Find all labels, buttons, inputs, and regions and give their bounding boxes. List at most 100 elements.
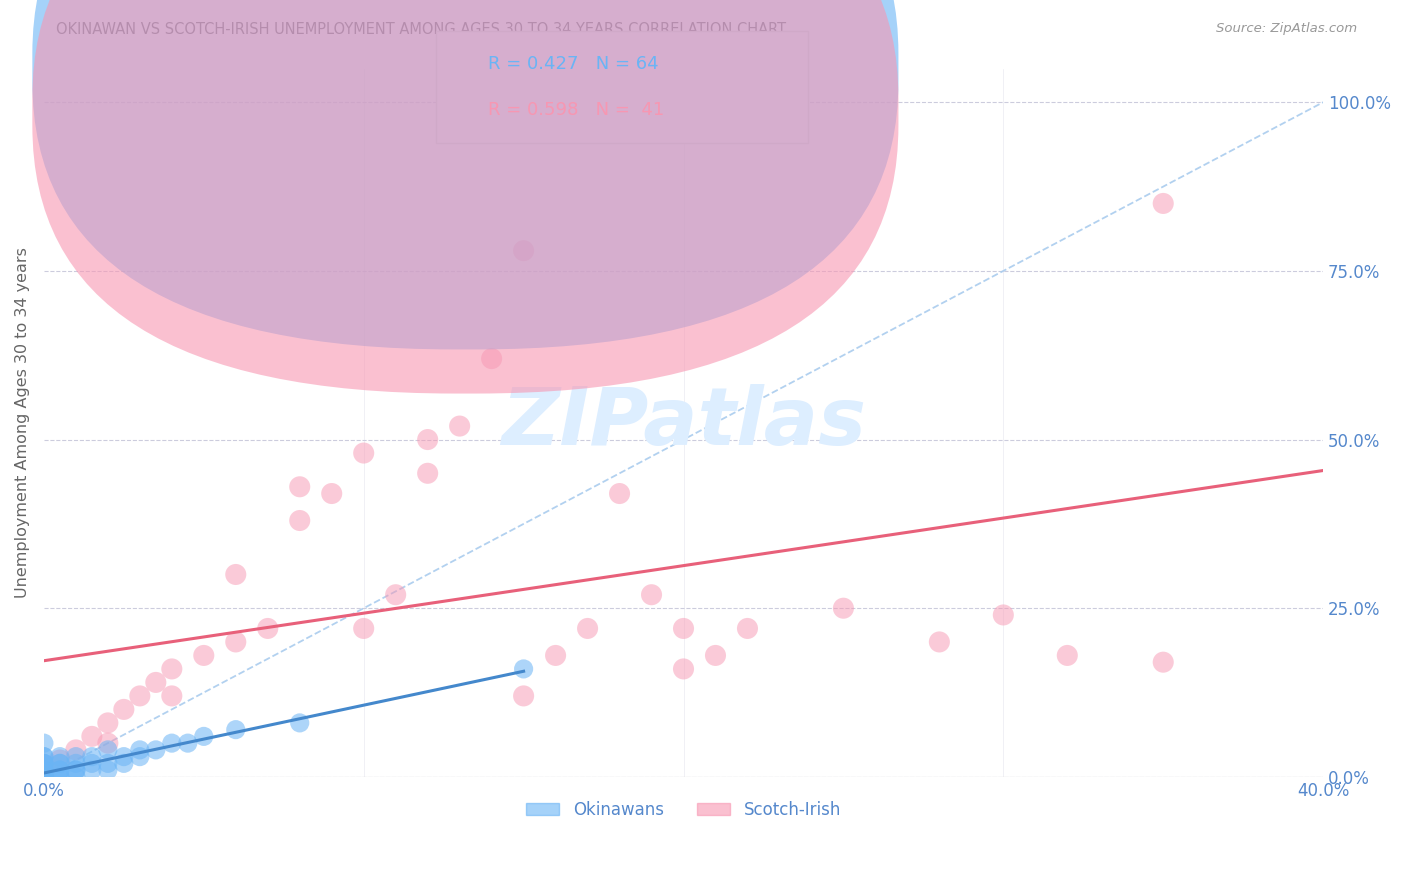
Okinawans	[97, 763, 120, 777]
Scotch-Irish	[384, 588, 406, 602]
Text: R = 0.598   N =  41: R = 0.598 N = 41	[488, 101, 664, 119]
Okinawans	[49, 763, 72, 777]
Okinawans	[32, 770, 55, 784]
Okinawans	[32, 770, 55, 784]
Okinawans	[32, 770, 55, 784]
Text: R = 0.427   N = 64: R = 0.427 N = 64	[488, 55, 658, 73]
Scotch-Irish	[1056, 648, 1078, 663]
Okinawans	[32, 770, 55, 784]
Scotch-Irish	[416, 433, 439, 447]
Scotch-Irish	[449, 419, 471, 434]
Scotch-Irish	[640, 588, 662, 602]
Okinawans	[32, 756, 55, 771]
Okinawans	[32, 770, 55, 784]
Okinawans	[32, 763, 55, 777]
Okinawans	[97, 743, 120, 757]
Okinawans	[193, 730, 215, 744]
Scotch-Irish	[97, 736, 120, 750]
Okinawans	[80, 756, 103, 771]
Okinawans	[32, 763, 55, 777]
Scotch-Irish	[353, 622, 375, 636]
Scotch-Irish	[512, 244, 534, 258]
Scotch-Irish	[832, 601, 855, 615]
Scotch-Irish	[160, 689, 183, 703]
Scotch-Irish	[65, 743, 87, 757]
Okinawans	[97, 756, 120, 771]
Okinawans	[32, 770, 55, 784]
Okinawans	[32, 736, 55, 750]
Okinawans	[112, 756, 135, 771]
Okinawans	[32, 763, 55, 777]
Scotch-Irish	[609, 486, 631, 500]
Scotch-Irish	[225, 635, 247, 649]
Okinawans	[32, 770, 55, 784]
Okinawans	[32, 770, 55, 784]
Scotch-Irish	[225, 567, 247, 582]
Okinawans	[32, 770, 55, 784]
Scotch-Irish	[512, 689, 534, 703]
Scotch-Irish	[32, 770, 55, 784]
Okinawans	[80, 749, 103, 764]
Scotch-Irish	[993, 607, 1015, 622]
Okinawans	[32, 756, 55, 771]
Scotch-Irish	[576, 622, 599, 636]
Okinawans	[49, 770, 72, 784]
Scotch-Irish	[1152, 196, 1174, 211]
Okinawans	[32, 763, 55, 777]
Scotch-Irish	[321, 486, 343, 500]
Y-axis label: Unemployment Among Ages 30 to 34 years: Unemployment Among Ages 30 to 34 years	[15, 247, 30, 599]
Okinawans	[49, 770, 72, 784]
Okinawans	[32, 770, 55, 784]
Okinawans	[32, 770, 55, 784]
Scotch-Irish	[1152, 655, 1174, 669]
Okinawans	[512, 662, 534, 676]
Scotch-Irish	[544, 648, 567, 663]
Text: Source: ZipAtlas.com: Source: ZipAtlas.com	[1216, 22, 1357, 36]
Scotch-Irish	[704, 648, 727, 663]
Okinawans	[32, 749, 55, 764]
Okinawans	[32, 770, 55, 784]
Okinawans	[49, 756, 72, 771]
Okinawans	[32, 770, 55, 784]
Okinawans	[49, 756, 72, 771]
Okinawans	[32, 770, 55, 784]
Scotch-Irish	[416, 467, 439, 481]
Scotch-Irish	[672, 662, 695, 676]
Scotch-Irish	[928, 635, 950, 649]
Scotch-Irish	[80, 730, 103, 744]
Okinawans	[32, 770, 55, 784]
Okinawans	[32, 749, 55, 764]
Scotch-Irish	[145, 675, 167, 690]
Okinawans	[49, 749, 72, 764]
Okinawans	[49, 763, 72, 777]
Okinawans	[112, 749, 135, 764]
Scotch-Irish	[481, 351, 503, 366]
Okinawans	[65, 756, 87, 771]
Okinawans	[65, 770, 87, 784]
Scotch-Irish	[288, 480, 311, 494]
Okinawans	[32, 770, 55, 784]
Text: ZIPatlas: ZIPatlas	[501, 384, 866, 462]
Text: OKINAWAN VS SCOTCH-IRISH UNEMPLOYMENT AMONG AGES 30 TO 34 YEARS CORRELATION CHAR: OKINAWAN VS SCOTCH-IRISH UNEMPLOYMENT AM…	[56, 22, 786, 37]
Scotch-Irish	[128, 689, 150, 703]
Okinawans	[145, 743, 167, 757]
Okinawans	[65, 763, 87, 777]
Okinawans	[32, 770, 55, 784]
Okinawans	[32, 770, 55, 784]
Okinawans	[225, 723, 247, 737]
Okinawans	[32, 770, 55, 784]
Okinawans	[32, 770, 55, 784]
Scotch-Irish	[97, 715, 120, 730]
Okinawans	[128, 749, 150, 764]
Okinawans	[288, 715, 311, 730]
Scotch-Irish	[256, 622, 278, 636]
Scotch-Irish	[49, 753, 72, 767]
Okinawans	[177, 736, 200, 750]
Okinawans	[32, 770, 55, 784]
Scotch-Irish	[193, 648, 215, 663]
Okinawans	[32, 770, 55, 784]
Scotch-Irish	[353, 446, 375, 460]
Scotch-Irish	[112, 702, 135, 716]
Scotch-Irish	[288, 514, 311, 528]
Okinawans	[65, 763, 87, 777]
